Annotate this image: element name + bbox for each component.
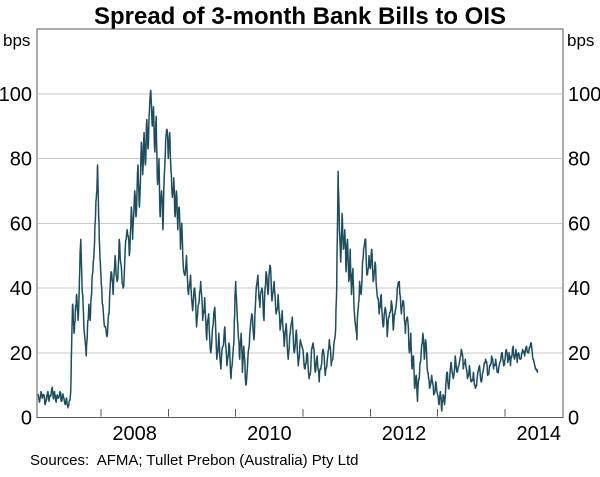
- y-tick-label-left-100: 100: [0, 84, 32, 106]
- y-axis-unit-left: bps: [3, 31, 31, 50]
- source-note: Sources: AFMA; Tullet Prebon (Australia)…: [30, 452, 359, 469]
- x-tick-label-2010: 2010: [247, 423, 292, 445]
- y-axis-unit-right: bps: [567, 31, 595, 50]
- y-tick-label-left-40: 40: [10, 278, 32, 300]
- y-tick-label-right-20: 20: [568, 343, 590, 365]
- x-tick-label-2008: 2008: [112, 423, 157, 445]
- x-tick-label-2012: 2012: [382, 423, 427, 445]
- y-tick-label-right-40: 40: [568, 278, 590, 300]
- y-tick-label-left-0: 0: [21, 408, 32, 430]
- y-tick-label-left-60: 60: [10, 213, 32, 235]
- y-tick-label-left-80: 80: [10, 149, 32, 171]
- y-tick-label-left-20: 20: [10, 343, 32, 365]
- spread-series-line: [37, 89, 539, 412]
- plot-frame: [36, 28, 564, 419]
- y-tick-label-right-100: 100: [568, 84, 600, 106]
- chart-title: Spread of 3-month Bank Bills to OIS: [93, 3, 507, 30]
- x-tick-label-2014: 2014: [517, 423, 562, 445]
- y-tick-label-right-80: 80: [568, 149, 590, 171]
- y-tick-label-right-0: 0: [568, 408, 579, 430]
- y-tick-label-right-60: 60: [568, 213, 590, 235]
